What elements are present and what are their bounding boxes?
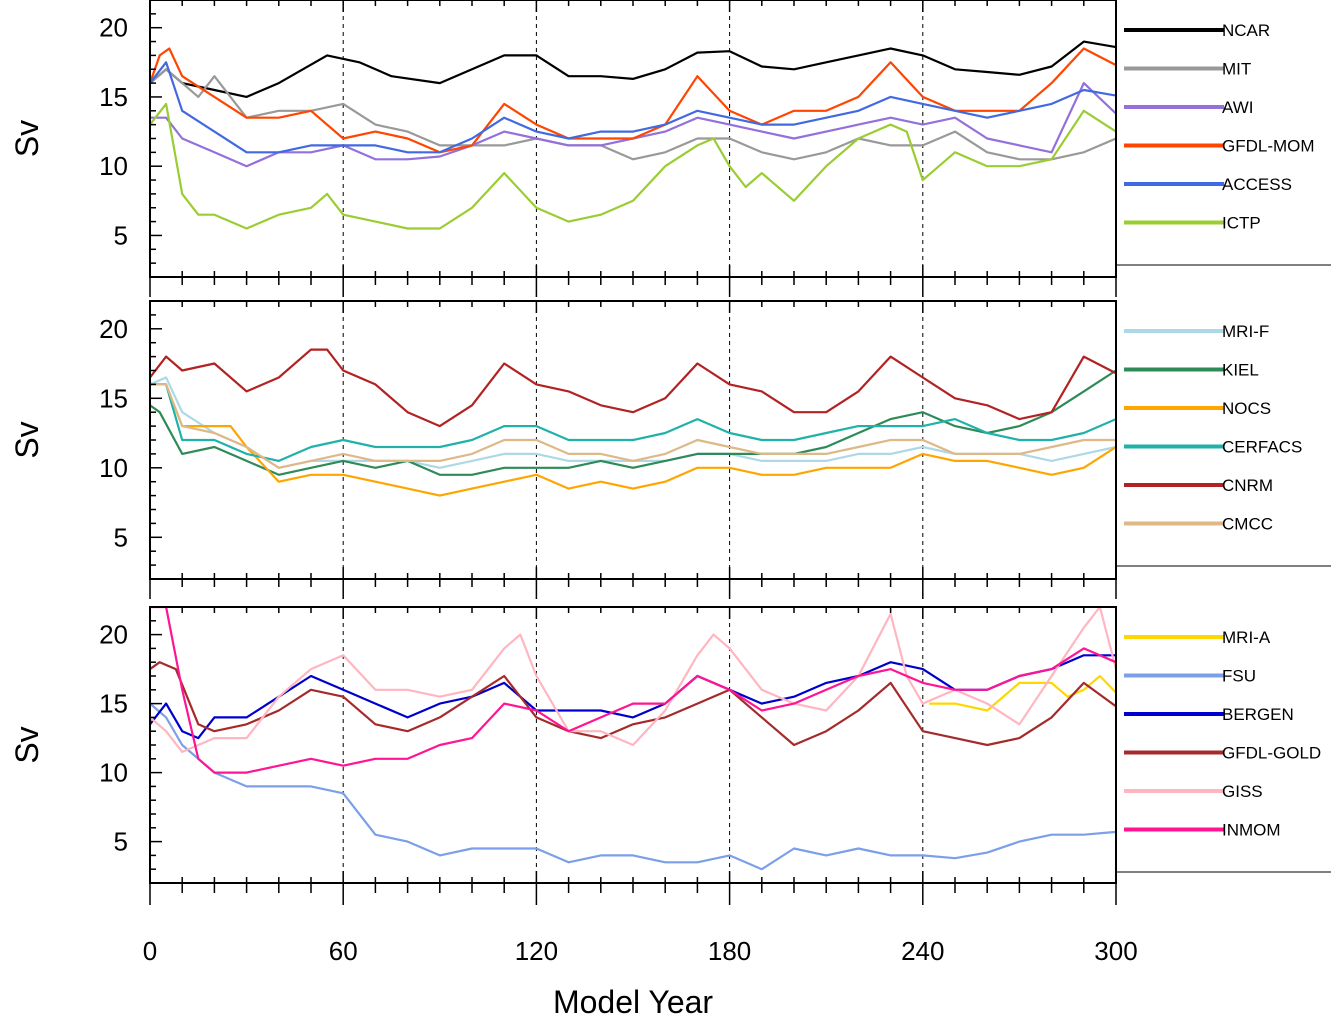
series-line-kiel (150, 369, 1116, 476)
y-tick-label: 5 (114, 827, 128, 857)
y-axis-title: Sv (9, 120, 45, 157)
legend-label-mri-f: MRI-F (1222, 322, 1269, 341)
x-tick-label: 0 (143, 936, 157, 966)
x-tick-label: 60 (329, 936, 358, 966)
y-tick-label: 10 (99, 758, 128, 788)
legend-label-kiel: KIEL (1222, 361, 1259, 380)
legend-label-fsu: FSU (1222, 667, 1256, 686)
legend-label-cnrm: CNRM (1222, 476, 1273, 495)
panels-layer: 5 10 15 20 Sv NCAR MIT AWI GFDL-MOM ACCESS ICTP 5 10… (9, 0, 1331, 884)
panel-bottom: 5 10 15 20 Sv MRI-A FSU BERGEN GFDL-GOLD GISS INMO… (9, 606, 1331, 884)
legend-label-awi: AWI (1222, 98, 1253, 117)
series-line-giss (150, 607, 1116, 753)
y-tick-label: 5 (114, 220, 128, 250)
y-axis-title: Sv (9, 726, 45, 763)
y-tick-label: 10 (99, 151, 128, 181)
y-tick-label: 10 (99, 453, 128, 483)
series-group (150, 607, 1116, 871)
legend-label-mri-a: MRI-A (1222, 628, 1271, 647)
series-line-cerfacs (150, 383, 1116, 462)
legend-label-cmcc: CMCC (1222, 515, 1273, 534)
series-line-access (150, 61, 1116, 154)
x-axis: 0 60 120 180 240 300 (143, 883, 1138, 966)
legend-middle: MRI-F KIEL NOCS CERFACS CNRM CMCC (1116, 322, 1331, 567)
series-line-inmom (150, 607, 1116, 774)
legend-label-gfdl-gold: GFDL-GOLD (1222, 744, 1321, 763)
y-tick-label: 15 (99, 82, 128, 112)
x-tick-label: 240 (901, 936, 944, 966)
y-tick-label: 15 (99, 383, 128, 413)
y-tick-label: 15 (99, 689, 128, 719)
legend-label-cerfacs: CERFACS (1222, 438, 1302, 457)
series-line-ictp (150, 102, 1116, 230)
x-tick-label: 120 (515, 936, 558, 966)
legend-label-ictp: ICTP (1222, 214, 1261, 233)
legend-label-bergen: BERGEN (1222, 705, 1294, 724)
legend-label-ncar: NCAR (1222, 21, 1270, 40)
series-line-cmcc (150, 383, 1116, 469)
series-line-nocs (150, 383, 1116, 497)
y-tick-label: 20 (99, 314, 128, 344)
series-line-cnrm (150, 348, 1116, 428)
series-line-gfdl-mom (150, 47, 1116, 154)
series-line-fsu (150, 702, 1116, 871)
series-group (150, 348, 1116, 497)
x-tick-label: 180 (708, 936, 751, 966)
series-line-mri-a (929, 674, 1116, 712)
legend-label-nocs: NOCS (1222, 399, 1271, 418)
series-line-awi (150, 82, 1116, 168)
y-tick-label: 20 (99, 620, 128, 650)
x-axis-title: Model Year (553, 984, 713, 1020)
legend-label-giss: GISS (1222, 782, 1263, 801)
panel-middle: 5 10 15 20 Sv MRI-F KIEL NOCS CERFACS CNRM CMCC (9, 300, 1331, 599)
legend-bottom: MRI-A FSU BERGEN GFDL-GOLD GISS INMOM (1116, 628, 1331, 873)
series-line-gfdl-gold (150, 661, 1116, 747)
series-line-bergen (150, 654, 1116, 740)
panel-top: 5 10 15 20 Sv NCAR MIT AWI GFDL-MOM ACCESS ICTP (9, 0, 1331, 297)
legend-label-inmom: INMOM (1222, 821, 1281, 840)
legend-label-gfdl-mom: GFDL-MOM (1222, 137, 1315, 156)
y-axis-title: Sv (9, 421, 45, 458)
x-tick-label: 300 (1094, 936, 1137, 966)
legend-label-mit: MIT (1222, 60, 1251, 79)
y-tick-label: 5 (114, 522, 128, 552)
legend-top: NCAR MIT AWI GFDL-MOM ACCESS ICTP (1116, 21, 1331, 266)
series-group (150, 40, 1116, 230)
legend-label-access: ACCESS (1222, 175, 1292, 194)
series-line-ncar (150, 40, 1116, 98)
y-tick-label: 20 (99, 13, 128, 43)
